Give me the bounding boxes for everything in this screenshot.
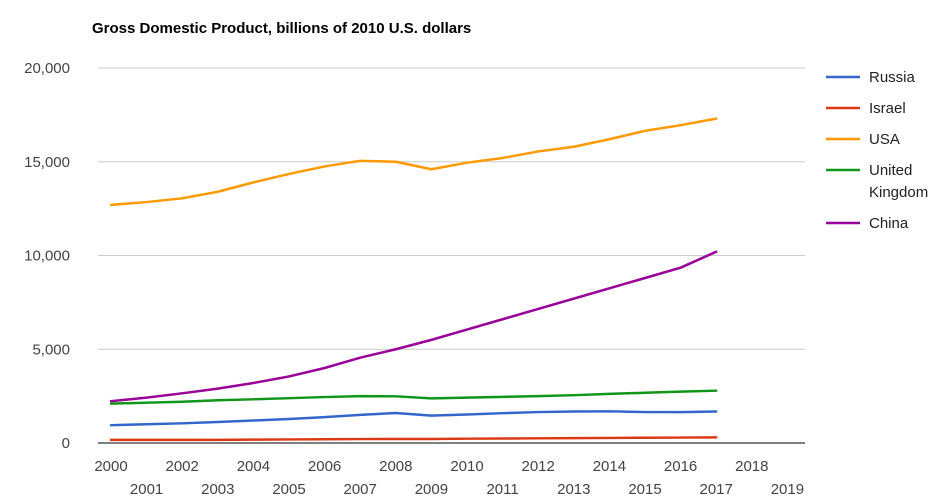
chart-title: Gross Domestic Product, billions of 2010… — [92, 20, 471, 37]
x-tick-label: 2009 — [415, 481, 448, 497]
legend-item-russia[interactable]: Russia — [826, 69, 916, 86]
x-tick-label: 2017 — [700, 481, 733, 497]
series-line-israel — [109, 436, 718, 442]
legend-label: China — [869, 215, 909, 232]
x-axis: 2000200120022003200420052006200720082009… — [94, 458, 804, 498]
legend-item-uk[interactable]: United Kingdom — [826, 162, 928, 201]
x-tick-label: 2016 — [664, 458, 697, 475]
x-tick-label: 2003 — [201, 481, 234, 497]
x-tick-label: 2007 — [344, 481, 377, 497]
x-tick-label: 2018 — [735, 458, 768, 475]
y-tick-label: 0 — [62, 435, 70, 452]
x-tick-label: 2012 — [522, 458, 555, 475]
x-tick-label: 2005 — [272, 481, 305, 497]
legend: Russia Israel USA United Kingdom China — [826, 69, 928, 232]
x-tick-label: 2015 — [628, 481, 661, 497]
x-tick-label: 2002 — [166, 458, 199, 475]
x-tick-label: 2019 — [771, 481, 804, 497]
legend-label: Kingdom — [869, 184, 928, 201]
legend-label: Israel — [869, 100, 906, 117]
series-line-china — [109, 250, 718, 403]
x-tick-label: 2014 — [593, 458, 626, 475]
legend-item-china[interactable]: China — [826, 215, 909, 232]
legend-item-israel[interactable]: Israel — [826, 100, 906, 117]
x-tick-label: 2011 — [486, 481, 518, 497]
series-lines — [109, 117, 718, 442]
y-axis: 0 5,000 10,000 15,000 20,000 — [24, 60, 70, 452]
legend-item-usa[interactable]: USA — [826, 131, 900, 148]
y-tick-label: 15,000 — [24, 154, 70, 171]
x-tick-label: 2008 — [379, 458, 412, 475]
series-line-usa — [109, 117, 718, 207]
x-tick-label: 2013 — [557, 481, 590, 497]
x-tick-label: 2001 — [130, 481, 163, 497]
y-tick-label: 5,000 — [32, 341, 70, 358]
legend-label: USA — [869, 131, 900, 148]
x-tick-label: 2010 — [450, 458, 483, 475]
x-tick-label: 2006 — [308, 458, 341, 475]
legend-label: Russia — [869, 69, 916, 86]
gridlines — [98, 67, 805, 444]
y-tick-label: 10,000 — [24, 248, 70, 265]
x-tick-label: 2004 — [237, 458, 270, 475]
series-line-russia — [109, 410, 718, 427]
series-line-uk — [109, 389, 718, 405]
legend-label: United — [869, 162, 912, 179]
x-tick-label: 2000 — [94, 458, 127, 475]
y-tick-label: 20,000 — [24, 60, 70, 77]
